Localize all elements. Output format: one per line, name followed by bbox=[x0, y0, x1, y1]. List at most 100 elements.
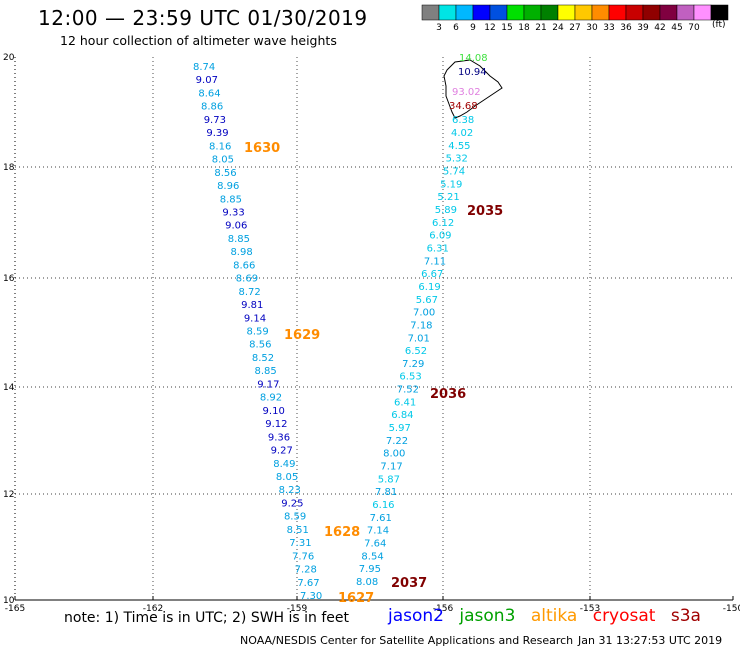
color-scale-swatch bbox=[574, 4, 593, 21]
x-tick-label: -159 bbox=[287, 604, 308, 614]
color-scale-swatch bbox=[421, 4, 440, 21]
swh-value-label: 7.14 bbox=[367, 526, 389, 537]
color-scale-swatch bbox=[455, 4, 474, 21]
swh-value-label: 5.19 bbox=[440, 179, 462, 190]
color-scale-swatch bbox=[591, 4, 610, 21]
swh-value-label: 8.98 bbox=[230, 247, 252, 258]
color-scale-tick-label: 33 bbox=[603, 23, 614, 33]
swh-value-label: 6.31 bbox=[427, 243, 449, 254]
color-scale-swatch bbox=[608, 4, 627, 21]
pass-time-label: 2037 bbox=[391, 576, 427, 591]
swh-value-label: 8.69 bbox=[236, 274, 258, 285]
swh-value-label: 7.64 bbox=[364, 539, 386, 550]
map-title: 12:00 — 23:59 UTC 01/30/2019 bbox=[38, 6, 368, 30]
swh-value-label: 7.61 bbox=[370, 513, 392, 524]
swh-value-label: 8.54 bbox=[361, 551, 383, 562]
swh-value-label: 6.19 bbox=[418, 282, 440, 293]
swh-value-label: 8.05 bbox=[276, 472, 298, 483]
swh-value-label: 5.87 bbox=[378, 474, 400, 485]
swh-value-label: 7.95 bbox=[359, 564, 381, 575]
swh-value-label: 8.92 bbox=[260, 393, 282, 404]
swh-value-label: 8.51 bbox=[287, 525, 309, 536]
generated-timestamp: Jan 31 13:27:53 UTC 2019 bbox=[578, 634, 723, 647]
hawaii-island-outline bbox=[443, 59, 503, 119]
swh-value-label: 6.09 bbox=[429, 231, 451, 242]
pass-time-label: 2035 bbox=[467, 204, 503, 219]
pass-time-label: 1629 bbox=[284, 328, 320, 343]
x-tick-label: -165 bbox=[5, 604, 25, 614]
map-subtitle: 12 hour collection of altimeter wave hei… bbox=[60, 33, 337, 48]
pass-time-label: 2036 bbox=[430, 387, 466, 402]
swh-value-label: 10.94 bbox=[458, 67, 487, 78]
color-scale-tick-label: 15 bbox=[501, 23, 512, 33]
swh-value-label: 8.23 bbox=[279, 485, 301, 496]
color-scale-tick-label: 12 bbox=[484, 23, 495, 33]
swh-value-label: 8.00 bbox=[383, 449, 405, 460]
swh-value-label: 5.97 bbox=[389, 423, 411, 434]
swh-value-label: 9.27 bbox=[271, 446, 293, 457]
swh-value-label: 8.16 bbox=[209, 141, 231, 152]
swh-value-label: 8.74 bbox=[193, 62, 215, 73]
swh-value-label: 5.89 bbox=[435, 205, 457, 216]
legend-note: note: 1) Time is in UTC; 2) SWH is in fe… bbox=[64, 610, 350, 626]
swh-value-label: 9.39 bbox=[206, 128, 228, 139]
swh-value-label: 8.85 bbox=[255, 366, 277, 377]
swh-value-label: 8.86 bbox=[201, 102, 223, 113]
swh-value-label: 8.72 bbox=[238, 287, 260, 298]
x-tick-label: -162 bbox=[143, 604, 163, 614]
time-labels: 1630 1629 1628 1627 2035 2036 2037 bbox=[244, 141, 503, 606]
swh-value-label: 7.18 bbox=[410, 320, 432, 331]
swh-value-label: 7.17 bbox=[380, 462, 402, 473]
y-tick-label: 20 bbox=[3, 53, 15, 63]
swh-value-label: 5.67 bbox=[416, 295, 438, 306]
swh-value-label: 4.55 bbox=[448, 141, 470, 152]
swh-value-label: 7.01 bbox=[408, 333, 430, 344]
swh-value-label: 9.06 bbox=[225, 221, 247, 232]
swh-value-label: 8.59 bbox=[284, 512, 306, 523]
swh-value-label: 8.49 bbox=[273, 459, 295, 470]
swh-value-label: 8.05 bbox=[212, 155, 234, 166]
y-tick-label: 10 bbox=[3, 596, 15, 606]
swh-value-label: 7.22 bbox=[386, 436, 408, 447]
scale-units-label: (ft) bbox=[712, 20, 726, 30]
color-scale-tick-label: 39 bbox=[637, 23, 649, 33]
legend-cryosat: cryosat bbox=[592, 606, 656, 626]
swh-value-label: 6.67 bbox=[421, 269, 443, 280]
x-tick-label: -156 bbox=[433, 604, 454, 614]
legend-jason2: jason2 bbox=[388, 606, 444, 626]
color-scale-tick-label: 70 bbox=[688, 23, 700, 33]
color-scale-bar: 3 6 9 12 15 18 21 24 27 30 33 36 39 42 45 70 bbox=[421, 4, 729, 33]
color-scale-tick-label: 6 bbox=[453, 23, 459, 33]
color-scale-tick-label: 21 bbox=[535, 23, 546, 33]
swh-value-label: 7.29 bbox=[402, 359, 424, 370]
color-scale-swatch bbox=[659, 4, 678, 21]
y-tick-label: 16 bbox=[3, 274, 15, 284]
swh-value-label: 9.81 bbox=[241, 300, 263, 311]
color-scale-swatch bbox=[710, 4, 729, 21]
color-scale-tick-label: 3 bbox=[436, 23, 442, 33]
color-scale-swatch bbox=[472, 4, 491, 21]
swh-value-label: 8.85 bbox=[228, 234, 250, 245]
y-tick-label: 12 bbox=[3, 490, 14, 500]
color-scale-tick-label: 36 bbox=[620, 23, 632, 33]
swh-value-label: 7.28 bbox=[295, 565, 317, 576]
swh-value-label: 8.85 bbox=[220, 194, 242, 205]
swh-value-label: 14.08 bbox=[459, 53, 488, 64]
swh-value-label: 9.10 bbox=[263, 406, 285, 417]
color-scale-swatch bbox=[676, 4, 695, 21]
color-scale-swatch bbox=[540, 4, 559, 21]
x-tick-label: -153 bbox=[580, 604, 600, 614]
swh-value-label: 7.31 bbox=[289, 538, 311, 549]
swh-value-label: 9.17 bbox=[257, 379, 279, 390]
swh-value-label: 7.11 bbox=[424, 256, 446, 267]
swh-value-label: 8.52 bbox=[252, 353, 274, 364]
swh-value-label: 9.14 bbox=[244, 313, 266, 324]
swh-value-label: 8.56 bbox=[214, 168, 236, 179]
swh-value-label: 5.32 bbox=[446, 154, 468, 165]
satellite-legend: jason2 jason3 altika cryosat s3a bbox=[388, 606, 711, 626]
color-scale-swatch bbox=[506, 4, 525, 21]
color-scale-swatch bbox=[438, 4, 457, 21]
swh-value-label: 8.64 bbox=[198, 88, 220, 99]
y-tick-label: 18 bbox=[3, 163, 15, 173]
color-scale-tick-label: 30 bbox=[586, 23, 598, 33]
